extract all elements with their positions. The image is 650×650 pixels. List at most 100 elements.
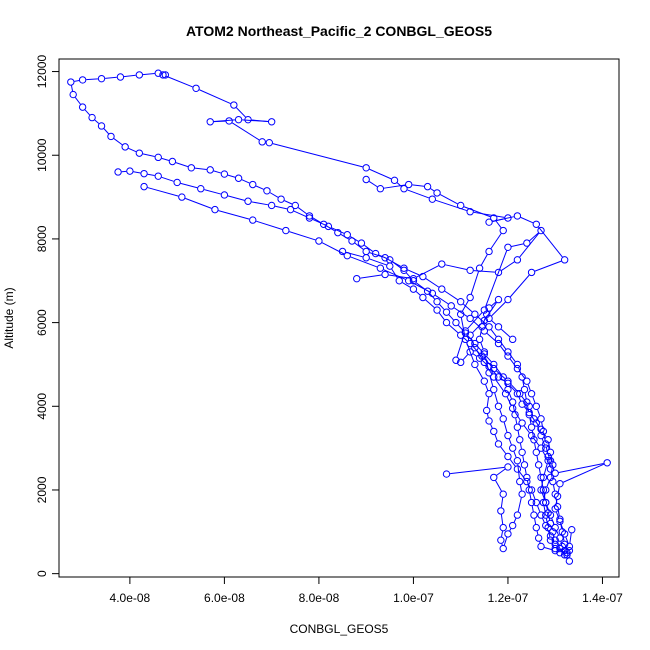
series <box>114 167 574 555</box>
y-axis-label: Altitude (m) <box>2 287 16 348</box>
series-segment <box>128 147 137 153</box>
data-point <box>480 316 489 325</box>
series-segment <box>425 278 440 288</box>
series-segment <box>476 367 483 379</box>
data-point <box>466 348 474 356</box>
data-point <box>542 521 550 530</box>
data-point <box>409 274 418 283</box>
data-point <box>490 385 498 394</box>
data-point <box>461 335 470 344</box>
data-point <box>560 256 569 264</box>
series-segment <box>161 157 170 161</box>
data-point <box>534 534 543 542</box>
series-segment <box>558 462 604 474</box>
data-point <box>97 122 106 130</box>
data-point <box>532 220 540 228</box>
series-segment <box>484 358 492 367</box>
series-segment <box>199 89 231 105</box>
series-segment <box>293 210 307 217</box>
data-point <box>433 306 441 314</box>
series-segment <box>556 511 560 519</box>
series-segment <box>133 171 141 174</box>
series-segment <box>500 346 507 354</box>
data-point <box>513 364 522 373</box>
data-point <box>499 490 507 498</box>
data-point <box>178 193 186 201</box>
series-segment <box>241 179 250 184</box>
series-segment <box>284 200 293 205</box>
data-point <box>549 477 557 486</box>
data-point <box>508 444 517 452</box>
series-segment <box>500 514 504 525</box>
data-point <box>542 511 550 519</box>
data-point <box>530 511 538 519</box>
series-segment <box>513 451 517 458</box>
data-point <box>485 417 493 425</box>
data-point <box>527 390 536 398</box>
series-segment <box>70 85 74 92</box>
data-point <box>516 390 524 398</box>
data-point <box>513 423 522 431</box>
data-point <box>362 247 370 256</box>
data-point <box>121 143 129 151</box>
data-point <box>475 335 484 344</box>
y-tick-label: 10000 <box>35 138 49 172</box>
data-point <box>116 73 125 81</box>
series-segment <box>435 294 449 305</box>
data-point <box>206 118 214 126</box>
data-point <box>423 287 432 295</box>
series-segment <box>213 170 222 174</box>
data-point <box>537 473 545 482</box>
data-point <box>508 335 517 344</box>
data-point <box>265 138 273 147</box>
series-segment <box>533 438 540 446</box>
data-point <box>362 164 370 172</box>
series-segment <box>74 97 81 105</box>
data-point <box>220 191 229 199</box>
data-point <box>315 237 323 245</box>
series-segment <box>470 271 479 295</box>
data-point <box>263 187 271 195</box>
data-point <box>504 352 512 360</box>
series-segment <box>369 168 392 180</box>
series-segment <box>509 385 516 392</box>
data-point <box>482 310 491 318</box>
series-segment <box>546 505 548 510</box>
data-point <box>159 71 167 79</box>
data-point <box>386 262 394 270</box>
series-segment <box>560 524 564 531</box>
data-point <box>461 327 470 335</box>
data-point <box>277 195 285 203</box>
series-segment <box>425 299 435 309</box>
series-segment <box>531 430 534 437</box>
series <box>159 71 569 344</box>
y-tick-label: 4000 <box>35 393 49 420</box>
data-point <box>319 220 328 228</box>
series-segment <box>439 304 445 310</box>
data-point <box>534 461 543 469</box>
data-point <box>234 115 243 124</box>
series-segment <box>350 236 359 242</box>
data-point <box>395 277 403 285</box>
data-point <box>537 425 545 433</box>
series-segment <box>556 530 559 536</box>
series-segment <box>438 312 445 321</box>
data-point <box>556 479 564 488</box>
data-point <box>560 530 569 538</box>
series-segment <box>123 74 136 78</box>
data-point <box>485 218 493 226</box>
data-point <box>542 498 550 507</box>
data-point <box>140 169 148 178</box>
series-segment <box>297 207 307 215</box>
data-point <box>532 448 540 457</box>
data-point <box>381 254 389 262</box>
data-point <box>97 74 106 83</box>
series-segment <box>360 274 382 279</box>
data-point <box>220 170 229 178</box>
data-point <box>187 164 196 172</box>
data-point <box>390 176 399 185</box>
data-point <box>551 490 559 498</box>
data-point <box>527 423 536 431</box>
data-point <box>423 182 432 191</box>
data-point <box>480 377 489 385</box>
